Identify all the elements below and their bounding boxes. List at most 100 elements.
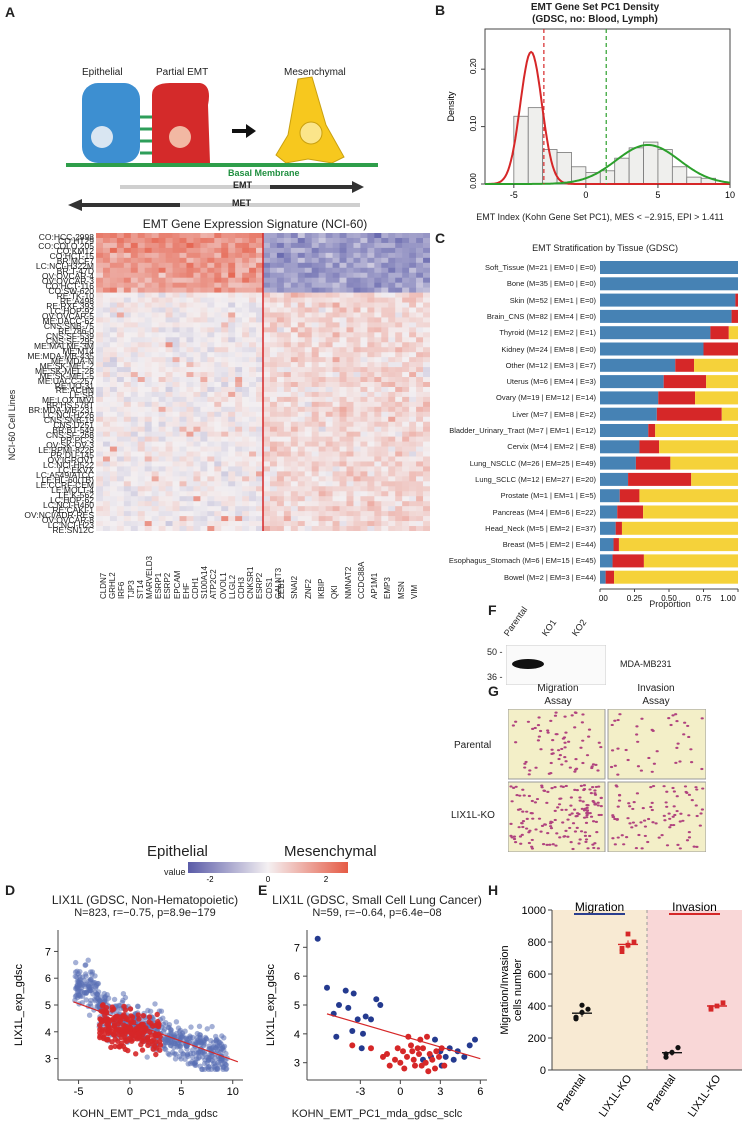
heatmap-cell [297, 332, 306, 338]
heatmap-cell [158, 466, 166, 472]
heatmap-cell [416, 461, 424, 467]
heatmap-cell [388, 416, 396, 423]
heatmap-cell [395, 297, 403, 303]
heatmap-cell [423, 247, 430, 254]
heatmap-cell [297, 411, 306, 418]
heatmap-cell [283, 242, 292, 249]
heatmap-cell [311, 297, 319, 303]
heatmap-cell [297, 486, 306, 492]
heatmap-cell [109, 347, 118, 353]
data-point [135, 1003, 141, 1010]
heatmap-cell [346, 257, 354, 264]
heatmap-cell [235, 411, 243, 418]
heatmap-cell [339, 233, 347, 239]
heatmap-cell [388, 372, 396, 378]
heatmap-cell [402, 411, 410, 418]
heatmap-cell [367, 501, 375, 507]
heatmap-cell [102, 446, 111, 452]
y-tick-label: 3 [294, 1058, 300, 1070]
stained-cell [647, 756, 651, 760]
tissue-bar-segment [605, 570, 615, 584]
heatmap-cell [214, 297, 222, 303]
heatmap-gene-label: EPCAM [172, 570, 182, 599]
tissue-label: Bowel (M=2 | EM=3 | E=44) [503, 572, 596, 582]
data-point [466, 1042, 473, 1049]
heatmap-cell [137, 317, 146, 323]
heatmap-cell [200, 292, 208, 298]
heatmap-cell [423, 461, 430, 467]
heatmap-cell [325, 436, 333, 442]
heatmap-cell [144, 252, 152, 259]
heatmap-cell [256, 391, 264, 398]
heatmap-cell [200, 401, 208, 408]
heatmap-cell [423, 476, 430, 482]
heatmap-cell [395, 377, 403, 383]
heatmap-cell [367, 307, 375, 313]
heatmap-cell [123, 347, 132, 353]
heatmap-cell [297, 451, 306, 457]
heatmap-cell [144, 391, 152, 398]
heatmap-cell [311, 496, 319, 502]
heatmap-cell [256, 386, 264, 393]
heatmap-cell [263, 451, 271, 457]
heatmap-cell [228, 277, 236, 283]
stained-cell [534, 828, 538, 831]
heatmap-cell [416, 372, 424, 378]
heatmap-cell [165, 367, 173, 373]
heatmap-row-label: OV:NCI/ADR-RES [24, 509, 94, 520]
heatmap-cell [304, 247, 313, 254]
data-point [216, 1040, 222, 1046]
heatmap-cell [311, 262, 319, 269]
heatmap-cell [214, 446, 222, 452]
heatmap-cell [346, 282, 354, 288]
heatmap-cell [290, 352, 299, 358]
heatmap-cell [186, 367, 194, 373]
heatmap-cell [416, 277, 424, 283]
stained-cell [694, 786, 698, 789]
heatmap-cell [172, 317, 180, 323]
heatmap-cell [242, 282, 250, 288]
heatmap-cell [297, 431, 306, 437]
heatmap-cell [130, 396, 139, 403]
heatmap-cell [346, 233, 354, 239]
heatmap-cell [360, 272, 368, 278]
heatmap-cell [235, 257, 243, 264]
heatmap-cell [96, 501, 104, 507]
heatmap-cell [269, 362, 278, 368]
heatmap-cell [263, 262, 271, 269]
heatmap-cell [416, 267, 424, 274]
heatmap-cell [221, 446, 229, 452]
heatmap-cell [283, 297, 292, 303]
heatmap-cell [283, 446, 292, 452]
heatmap-cell [144, 451, 152, 457]
heatmap-cell [158, 297, 166, 303]
heatmap-cell [116, 431, 125, 437]
heatmap-cell [409, 257, 417, 264]
heatmap-cell [374, 287, 382, 293]
heatmap-cell [102, 421, 111, 427]
heatmap-cell [416, 257, 424, 264]
heatmap-cell [158, 476, 166, 482]
heatmap-cell [193, 481, 201, 487]
heatmap-cell [158, 471, 166, 477]
heatmap-cell [228, 466, 236, 472]
heatmap-cell [144, 302, 152, 308]
heatmap-cell [165, 431, 173, 437]
heatmap-cell [102, 257, 111, 264]
heatmap-cell [151, 337, 159, 343]
regression-line [326, 1013, 481, 1060]
heatmap-cell [360, 292, 368, 298]
heatmap-cell [318, 521, 326, 527]
heatmap-cell [172, 233, 180, 239]
heatmap-cell [123, 272, 132, 278]
heatmap-cell [304, 466, 313, 472]
heatmap-cell [256, 322, 264, 328]
heatmap-cell [221, 312, 229, 318]
stained-cell [563, 741, 567, 744]
heatmap-cell [409, 272, 417, 278]
heatmap-cell [158, 436, 166, 442]
heatmap-cell [179, 272, 187, 278]
heatmap-cell [151, 322, 159, 328]
heatmap-cell [186, 431, 194, 437]
heatmap-cell [263, 461, 271, 467]
